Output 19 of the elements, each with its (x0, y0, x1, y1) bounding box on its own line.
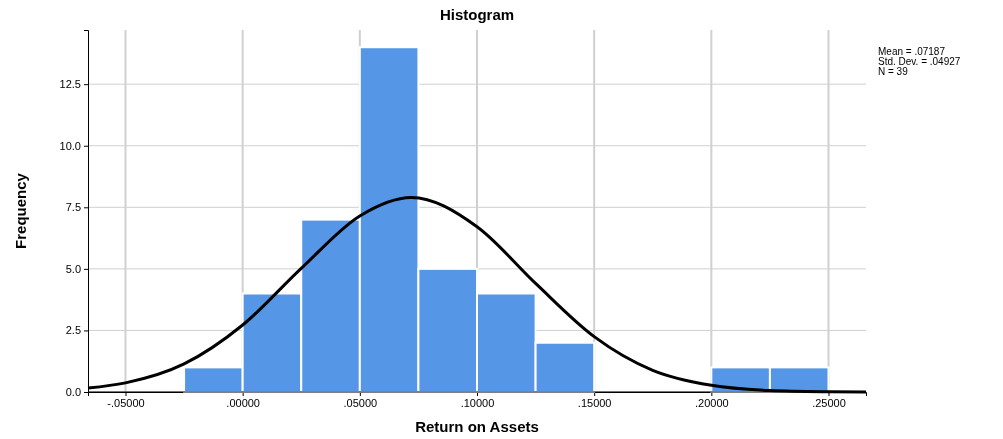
x-tick-label: .10000 (460, 396, 495, 409)
y-tick-label: 10.0 (59, 139, 81, 152)
y-axis-title: Frequency (12, 172, 29, 249)
x-tick-label: .05000 (343, 396, 378, 409)
x-tick-label: .25000 (812, 396, 846, 409)
x-tick-label: -.05000 (107, 396, 145, 409)
x-tick-label: .20000 (695, 396, 729, 409)
y-tick-label: 12.5 (59, 78, 81, 91)
y-tick-label: 2.5 (65, 324, 81, 337)
x-tick-label: .15000 (577, 396, 612, 409)
text: Mean = .07187 (878, 46, 946, 57)
y-tick-label: 0.0 (65, 386, 81, 399)
y-tick-label: 5.0 (65, 262, 81, 275)
x-axis-title: Return on Assets (415, 418, 539, 435)
x-tick-label: .00000 (226, 396, 260, 409)
chart-title: Histogram (439, 6, 515, 23)
y-tick-label: 7.5 (65, 201, 81, 214)
text: N = 39 (878, 66, 909, 77)
text: Std. Dev. = .04927 (878, 56, 961, 67)
